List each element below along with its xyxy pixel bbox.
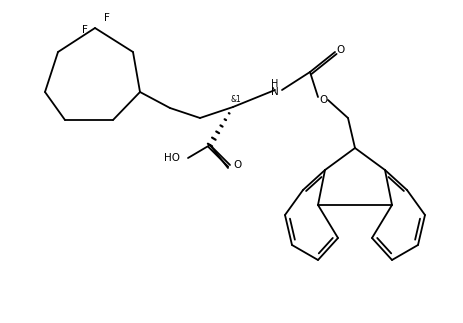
Text: H: H bbox=[271, 79, 278, 89]
Text: &1: &1 bbox=[231, 95, 241, 103]
Text: HO: HO bbox=[163, 153, 180, 163]
Text: N: N bbox=[270, 87, 278, 97]
Text: O: O bbox=[319, 95, 327, 105]
Text: F: F bbox=[82, 25, 88, 35]
Text: O: O bbox=[233, 160, 242, 170]
Text: O: O bbox=[336, 45, 344, 55]
Text: F: F bbox=[104, 13, 110, 23]
